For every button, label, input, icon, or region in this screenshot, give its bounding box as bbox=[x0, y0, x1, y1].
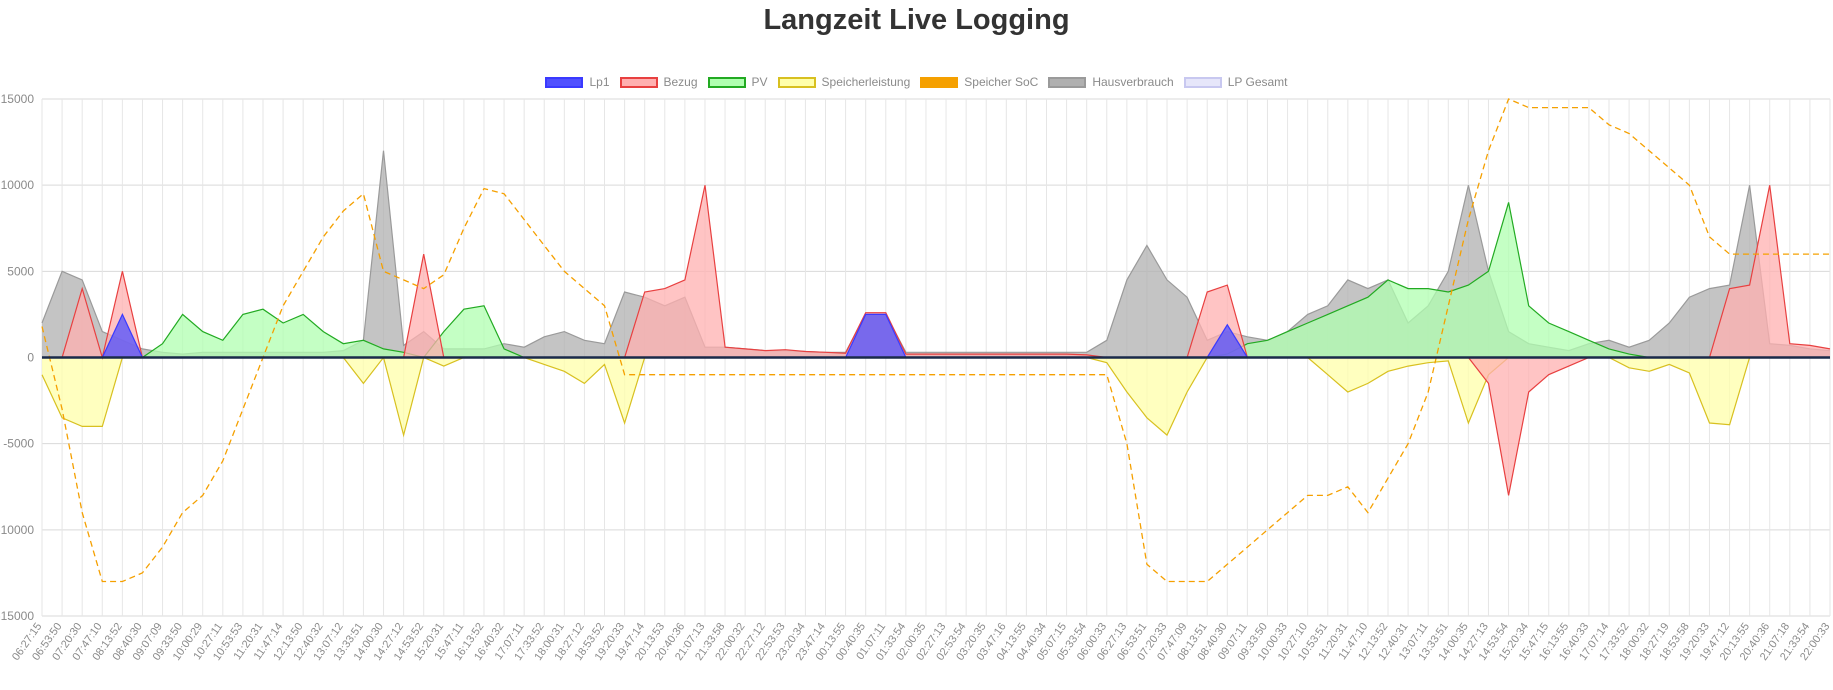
series-area bbox=[42, 357, 1830, 436]
legend-label: Speicher SoC bbox=[964, 75, 1039, 90]
legend-item-bezug[interactable]: Bezug bbox=[619, 74, 698, 90]
y-tick-label: 0 bbox=[27, 351, 34, 365]
chart-title: Langzeit Live Logging bbox=[763, 4, 1070, 36]
y-tick-label: 5000 bbox=[7, 264, 34, 278]
legend-item-speicherleistung[interactable]: Speicherleistung bbox=[777, 74, 911, 90]
series-area bbox=[42, 202, 1830, 358]
legend-label: Lp1 bbox=[589, 75, 610, 90]
y-axis-ticks: 15000 10000 5000 0 -5000 -10000 -15000 bbox=[0, 92, 34, 623]
legend-label: LP Gesamt bbox=[1227, 75, 1288, 90]
legend-swatch bbox=[1048, 76, 1087, 88]
y-tick-label: 10000 bbox=[1, 178, 35, 192]
y-tick-label: -15000 bbox=[0, 609, 34, 623]
y-tick-label: -5000 bbox=[3, 437, 34, 451]
series-layer bbox=[41, 98, 1831, 583]
series-pv bbox=[42, 202, 1830, 359]
legend-label: PV bbox=[751, 75, 768, 90]
legend: Lp1 Bezug PV Speicherleistung Speicher SoC Ha… bbox=[0, 74, 1833, 89]
x-axis-ticks: 06:27:1506:53:5007:20:3007:47:1008:13:52… bbox=[10, 621, 1832, 663]
legend-item-pv[interactable]: PV bbox=[707, 74, 768, 90]
y-tick-label: -10000 bbox=[0, 523, 34, 537]
legend-swatch bbox=[707, 76, 746, 88]
legend-label: Bezug bbox=[663, 75, 698, 90]
legend-item-lp-gesamt[interactable]: LP Gesamt bbox=[1183, 74, 1288, 90]
legend-item-lp1[interactable]: Lp1 bbox=[545, 74, 610, 90]
legend-label: Hausverbrauch bbox=[1092, 75, 1174, 90]
legend-swatch bbox=[1183, 76, 1222, 88]
series-line bbox=[41, 98, 1830, 583]
legend-item-speicher-soc[interactable]: Speicher SoC bbox=[920, 74, 1038, 89]
legend-swatch bbox=[777, 76, 816, 88]
legend-item-hausverbrauch[interactable]: Hausverbrauch bbox=[1048, 74, 1174, 90]
legend-swatch bbox=[920, 76, 959, 88]
series-speicher-soc bbox=[41, 98, 1830, 583]
legend-swatch bbox=[545, 76, 584, 88]
legend-label: Speicherleistung bbox=[821, 75, 911, 90]
y-tick-label: 15000 bbox=[1, 92, 35, 106]
legend-swatch bbox=[619, 76, 658, 88]
